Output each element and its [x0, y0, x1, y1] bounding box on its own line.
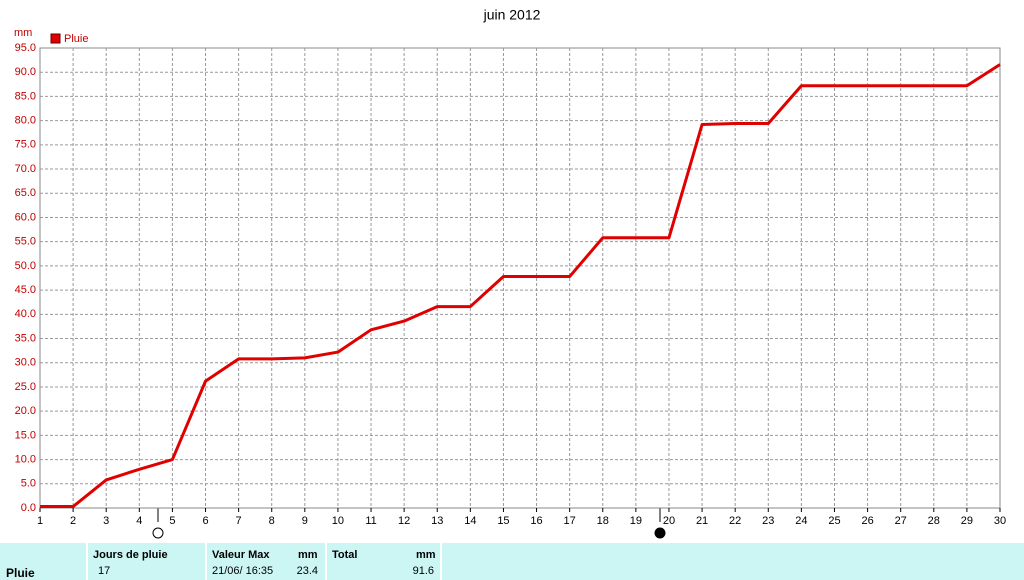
x-tick-label: 29: [961, 515, 973, 527]
x-tick-label: 30: [994, 515, 1006, 527]
y-tick-label: 20.0: [15, 405, 36, 417]
cell: 17: [98, 565, 111, 577]
y-tick-label: 40.0: [15, 308, 36, 320]
separator: [440, 543, 442, 580]
legend-label: Pluie: [64, 33, 88, 45]
y-tick-label: 30.0: [15, 357, 36, 369]
cell: 91.6: [412, 565, 434, 577]
y-tick-label: 90.0: [15, 66, 36, 78]
y-tick-label: 10.0: [15, 453, 36, 465]
x-tick-label: 22: [729, 515, 741, 527]
x-tick-label: 1: [37, 515, 43, 527]
moon-new: [654, 527, 666, 539]
x-tick-label: 16: [530, 515, 542, 527]
y-tick-label: 35.0: [15, 332, 36, 344]
x-tick-label: 20: [663, 515, 675, 527]
column-header: Jours de pluie: [93, 549, 168, 561]
legend-swatch: [50, 33, 61, 44]
y-tick-label: 85.0: [15, 90, 36, 102]
x-tick-label: 7: [236, 515, 242, 527]
y-tick-label: 65.0: [15, 187, 36, 199]
x-tick-label: 2: [70, 515, 76, 527]
x-tick-label: 3: [103, 515, 109, 527]
y-tick-label: 5.0: [21, 478, 36, 490]
x-tick-label: 26: [861, 515, 873, 527]
y-tick-label: 25.0: [15, 381, 36, 393]
x-tick-label: 11: [365, 515, 376, 527]
cell: 23.4: [296, 565, 318, 577]
x-tick-label: 19: [630, 515, 642, 527]
y-tick-label: 75.0: [15, 139, 36, 151]
row-label: Pluie: [6, 566, 35, 580]
y-tick-label: 55.0: [15, 236, 36, 248]
separator: [86, 543, 88, 580]
x-tick-label: 4: [136, 515, 142, 527]
y-tick-label: 70.0: [15, 163, 36, 175]
x-tick-label: 8: [269, 515, 275, 527]
x-tick-label: 17: [564, 515, 576, 527]
column-header: Valeur Max: [212, 549, 270, 561]
x-tick-label: 24: [795, 515, 807, 527]
x-tick-label: 27: [895, 515, 907, 527]
moon-full: [152, 527, 164, 539]
series-line: [40, 63, 1001, 509]
x-tick-label: 12: [398, 515, 410, 527]
separator: [325, 543, 327, 580]
cell: 21/06/ 16:35: [212, 565, 274, 577]
x-tick-label: 10: [332, 515, 344, 527]
y-axis-unit: mm: [14, 27, 32, 39]
y-tick-label: 80.0: [15, 115, 36, 127]
column-header: Total: [332, 549, 358, 561]
x-tick-label: 9: [302, 515, 308, 527]
x-tick-label: 18: [597, 515, 609, 527]
x-tick-label: 6: [202, 515, 208, 527]
column-header: mm: [416, 549, 436, 561]
x-tick-label: 21: [696, 515, 708, 527]
x-tick-label: 25: [828, 515, 840, 527]
y-tick-label: 45.0: [15, 284, 36, 296]
stats-table: Jours de pluie Valeur Max mm Total mm Pl…: [0, 543, 1024, 580]
chart: juin 2012 mm 0.0 5.0 10.0 15.0 20.0 25.0 30.0 3…: [14, 7, 1006, 539]
y-tick-label: 0.0: [21, 502, 36, 514]
x-tick-label: 15: [497, 515, 509, 527]
y-tick-label: 60.0: [15, 211, 36, 223]
y-tick-label: 15.0: [15, 429, 36, 441]
x-tick-label: 14: [464, 515, 476, 527]
separator: [205, 543, 207, 580]
x-tick-label: 28: [928, 515, 940, 527]
y-tick-label: 50.0: [15, 260, 36, 272]
y-tick-label: 95.0: [15, 42, 36, 54]
chart-title: juin 2012: [483, 7, 541, 23]
x-tick-label: 5: [169, 515, 175, 527]
column-header: mm: [298, 549, 318, 561]
x-tick-label: 13: [431, 515, 443, 527]
x-tick-label: 23: [762, 515, 774, 527]
